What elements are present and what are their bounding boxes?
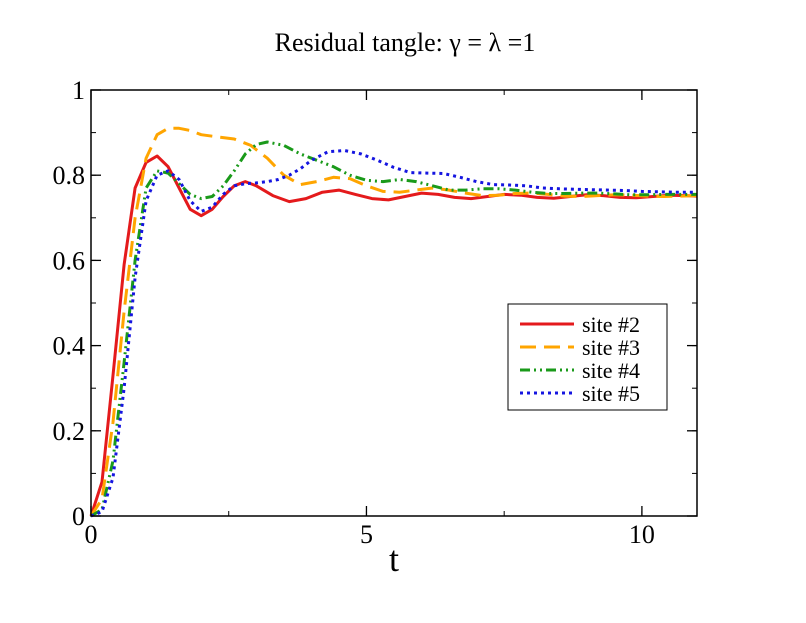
x-tick-label: 10 [629, 520, 655, 549]
chart-title: Residual tangle: γ = λ =1 [275, 28, 536, 57]
y-tick-label: 0.8 [53, 161, 86, 190]
series-layer [89, 126, 698, 518]
y-tick-label: 0.4 [53, 332, 86, 361]
y-tick-label: 1 [72, 76, 85, 105]
series-line-4 [90, 149, 697, 518]
y-tick-label: 0.6 [53, 246, 86, 275]
minor-ticks [90, 89, 697, 517]
legend-label-4: site #5 [582, 381, 640, 406]
series-line-3 [90, 140, 697, 518]
x-tick-label: 0 [85, 520, 98, 549]
x-tick-label: 5 [360, 520, 373, 549]
legend-label-2: site #3 [582, 335, 640, 360]
legend-label-1: site #2 [582, 312, 640, 337]
legend-label-3: site #4 [582, 358, 640, 383]
y-tick-labels: 0 0.2 0.4 0.6 0.8 1 [53, 76, 86, 531]
major-ticks [90, 89, 697, 517]
x-axis-label: t [389, 539, 399, 579]
series-line-2 [89, 126, 698, 517]
plot-frame [90, 89, 698, 517]
y-tick-label: 0 [72, 502, 85, 531]
x-tick-labels: 0 5 10 [85, 520, 655, 549]
y-tick-label: 0.2 [53, 417, 86, 446]
